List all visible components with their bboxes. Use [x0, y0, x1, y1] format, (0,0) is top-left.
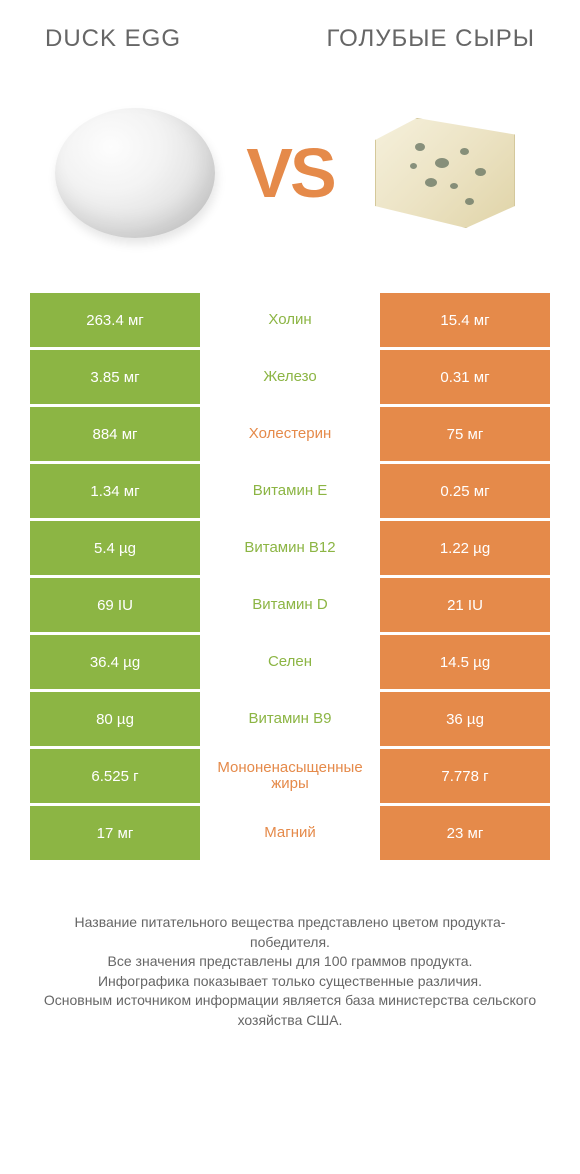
nutrient-name: Селен — [200, 635, 380, 689]
right-value-cell: 0.31 мг — [380, 350, 550, 404]
footnote-line: Название питательного вещества представл… — [35, 913, 545, 952]
table-row: 3.85 мгЖелезо0.31 мг — [30, 350, 550, 404]
comparison-table: 263.4 мгХолин15.4 мг3.85 мгЖелезо0.31 мг… — [0, 293, 580, 860]
nutrient-name: Витамин D — [200, 578, 380, 632]
table-row: 5.4 µgВитамин B121.22 µg — [30, 521, 550, 575]
right-value-cell: 75 мг — [380, 407, 550, 461]
product-images-row: VS — [0, 63, 580, 293]
nutrient-name: Железо — [200, 350, 380, 404]
table-row: 69 IUВитамин D21 IU — [30, 578, 550, 632]
right-value-cell: 15.4 мг — [380, 293, 550, 347]
egg-icon — [55, 108, 215, 238]
cheese-icon — [365, 108, 525, 238]
footnote-line: Основным источником информации является … — [35, 991, 545, 1030]
vs-label: VS — [246, 133, 333, 213]
right-value-cell: 7.778 г — [380, 749, 550, 803]
header: DUCK EGG ГОЛУБЫЕ СЫРЫ — [0, 0, 580, 63]
nutrient-name: Холин — [200, 293, 380, 347]
footnote-line: Все значения представлены для 100 граммо… — [35, 952, 545, 972]
table-row: 36.4 µgСелен14.5 µg — [30, 635, 550, 689]
right-product-image — [355, 93, 535, 253]
left-product-image — [45, 93, 225, 253]
nutrient-name: Витамин B9 — [200, 692, 380, 746]
left-product-title: DUCK EGG — [45, 25, 181, 53]
right-value-cell: 14.5 µg — [380, 635, 550, 689]
left-value-cell: 263.4 мг — [30, 293, 200, 347]
footnote-text: Название питательного вещества представл… — [0, 863, 580, 1031]
table-row: 6.525 гМононенасыщенные жиры7.778 г — [30, 749, 550, 803]
left-value-cell: 5.4 µg — [30, 521, 200, 575]
left-value-cell: 884 мг — [30, 407, 200, 461]
footnote-line: Инфографика показывает только существенн… — [35, 972, 545, 992]
left-value-cell: 17 мг — [30, 806, 200, 860]
left-value-cell: 1.34 мг — [30, 464, 200, 518]
right-value-cell: 21 IU — [380, 578, 550, 632]
left-value-cell: 36.4 µg — [30, 635, 200, 689]
table-row: 17 мгМагний23 мг — [30, 806, 550, 860]
left-value-cell: 69 IU — [30, 578, 200, 632]
nutrient-name: Витамин E — [200, 464, 380, 518]
nutrient-name: Магний — [200, 806, 380, 860]
table-row: 1.34 мгВитамин E0.25 мг — [30, 464, 550, 518]
left-value-cell: 3.85 мг — [30, 350, 200, 404]
nutrient-name: Витамин B12 — [200, 521, 380, 575]
nutrient-name: Холестерин — [200, 407, 380, 461]
right-value-cell: 23 мг — [380, 806, 550, 860]
right-value-cell: 0.25 мг — [380, 464, 550, 518]
right-value-cell: 1.22 µg — [380, 521, 550, 575]
right-value-cell: 36 µg — [380, 692, 550, 746]
table-row: 884 мгХолестерин75 мг — [30, 407, 550, 461]
left-value-cell: 6.525 г — [30, 749, 200, 803]
nutrient-name: Мононенасыщенные жиры — [200, 749, 380, 803]
left-value-cell: 80 µg — [30, 692, 200, 746]
table-row: 263.4 мгХолин15.4 мг — [30, 293, 550, 347]
right-product-title: ГОЛУБЫЕ СЫРЫ — [326, 25, 535, 53]
table-row: 80 µgВитамин B936 µg — [30, 692, 550, 746]
